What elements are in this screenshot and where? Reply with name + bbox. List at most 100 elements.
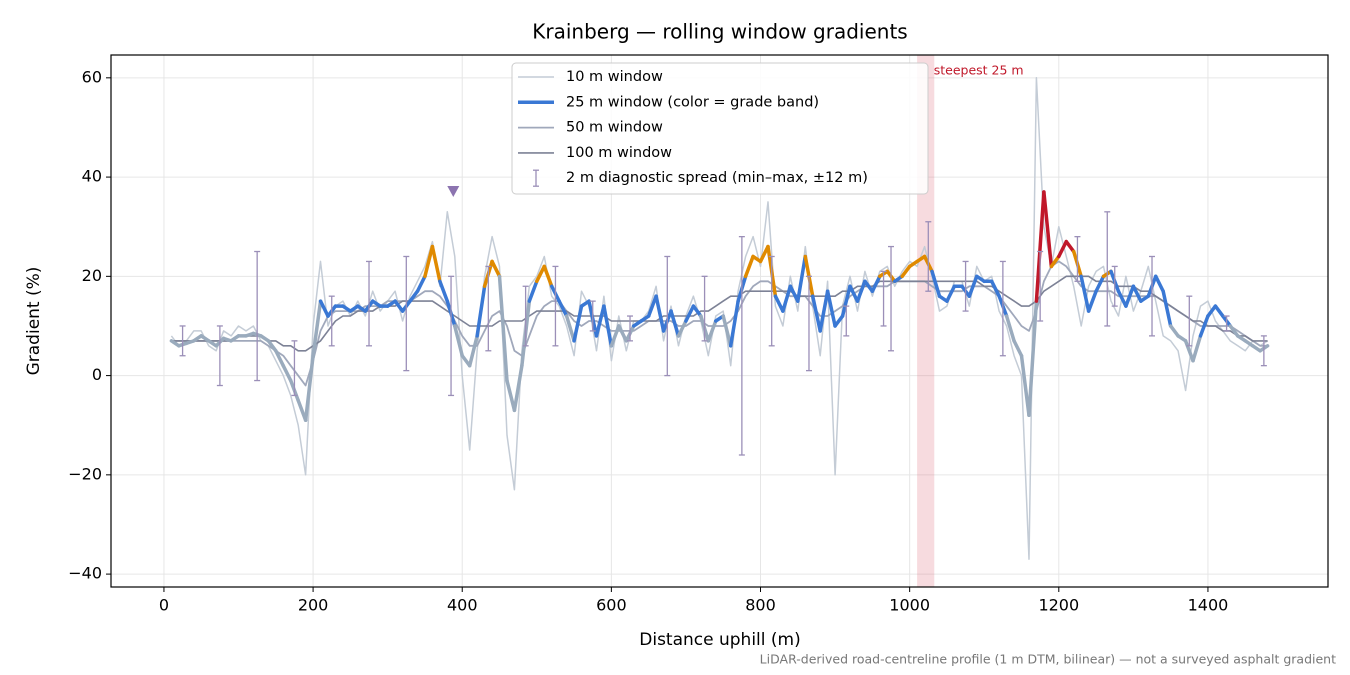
- series-segment: [467, 334, 479, 368]
- series-segment: [1034, 190, 1046, 303]
- series-segment: [438, 279, 450, 303]
- y-tick-label: 0: [92, 365, 102, 384]
- series-segment: [393, 299, 405, 313]
- series-segment: [863, 279, 875, 293]
- series-segment: [266, 339, 278, 353]
- x-tick-label: 400: [447, 596, 478, 615]
- peak-marker: [447, 185, 460, 197]
- x-tick-label: 1000: [889, 596, 930, 615]
- series-segment: [594, 304, 606, 338]
- series-line: [171, 275, 1268, 352]
- legend-box: [511, 62, 929, 195]
- series-segment: [430, 244, 442, 284]
- series-segment: [818, 289, 830, 333]
- series-segment: [564, 314, 576, 343]
- series-segment: [825, 289, 837, 328]
- series-segment: [505, 378, 517, 413]
- series-segment: [602, 304, 614, 348]
- series-segment: [848, 284, 860, 303]
- series-segment: [1161, 289, 1173, 328]
- series-segment: [535, 264, 547, 284]
- legend-label: 100 m window: [566, 145, 672, 161]
- series-segment: [527, 279, 539, 303]
- series-segment: [646, 294, 658, 318]
- series-segment: [706, 319, 718, 343]
- series-segment: [945, 284, 957, 303]
- series-segment: [691, 304, 703, 318]
- series-segment: [274, 349, 286, 368]
- series-segment: [1124, 284, 1136, 308]
- x-tick-label: 800: [745, 596, 776, 615]
- series-segment: [967, 274, 979, 298]
- footnote: LiDAR-derived road-centreline profile (1…: [760, 652, 1336, 667]
- series-segment: [281, 363, 293, 383]
- series-segment: [855, 279, 867, 303]
- series-segment: [311, 299, 323, 358]
- series-segment: [773, 294, 785, 313]
- series-segment: [930, 269, 942, 298]
- series-segment: [1153, 274, 1165, 293]
- series-segment: [676, 319, 688, 338]
- highlight-label: steepest 25 m: [934, 63, 1024, 78]
- plot-frame: [110, 54, 1329, 588]
- y-axis-label: Gradient (%): [24, 267, 44, 376]
- y-tick-label: 40: [82, 167, 102, 186]
- series-segment: [423, 244, 435, 279]
- legend-label: 2 m diagnostic spread (min–max, ±12 m): [566, 170, 868, 186]
- series-segment: [1064, 239, 1076, 254]
- series-segment: [743, 254, 755, 279]
- series-segment: [1183, 339, 1195, 363]
- series-segment: [810, 294, 822, 333]
- series-segment: [900, 264, 912, 279]
- series-segment: [781, 284, 793, 313]
- series-segment: [1213, 304, 1225, 318]
- series-segment: [654, 294, 666, 333]
- series-segment: [1012, 339, 1024, 358]
- series-segment: [1228, 324, 1240, 338]
- x-tick-label: 200: [298, 596, 329, 615]
- series-segment: [453, 324, 464, 358]
- series-segment: [989, 279, 1001, 298]
- series-segment: [1049, 254, 1061, 269]
- series-segment: [1168, 324, 1180, 338]
- series-segment: [303, 353, 315, 423]
- series-segment: [557, 299, 569, 318]
- series-segment: [833, 314, 845, 328]
- x-tick-label: 600: [596, 596, 627, 615]
- series-segment: [870, 274, 882, 293]
- legend-label: 25 m window (color = grade band): [566, 94, 819, 110]
- series-segment: [1079, 274, 1091, 313]
- series-segment: [1057, 239, 1069, 259]
- series-segment: [1042, 190, 1054, 269]
- series-segment: [497, 274, 509, 383]
- series-segment: [609, 324, 621, 348]
- series-segment: [721, 314, 733, 348]
- series-segment: [1116, 289, 1128, 308]
- series-segment: [684, 304, 696, 323]
- series-segment: [572, 304, 584, 343]
- series-segment: [318, 299, 330, 318]
- series-segment: [1206, 304, 1218, 318]
- series-segment: [1004, 314, 1016, 343]
- y-tick-label: −20: [68, 464, 102, 483]
- series-segment: [542, 264, 554, 289]
- series-segment: [408, 289, 420, 303]
- series-segment: [728, 299, 740, 348]
- series-segment: [512, 363, 524, 413]
- chart-title: Krainberg — rolling window gradients: [532, 20, 907, 44]
- y-tick-label: −40: [68, 564, 102, 583]
- x-tick-label: 1200: [1038, 596, 1079, 615]
- series-segment: [1019, 353, 1031, 418]
- series-segment: [669, 309, 681, 338]
- series-segment: [840, 284, 852, 318]
- series-segment: [796, 254, 808, 303]
- y-tick-label: 60: [82, 67, 102, 86]
- x-axis-label: Distance uphill (m): [639, 630, 800, 650]
- series-segment: [1027, 299, 1039, 418]
- x-tick-label: 0: [159, 596, 169, 615]
- y-tick-label: 20: [82, 266, 102, 285]
- legend-label: 10 m window: [566, 69, 663, 85]
- series-segment: [1191, 334, 1203, 363]
- legend-label: 50 m window: [566, 120, 663, 136]
